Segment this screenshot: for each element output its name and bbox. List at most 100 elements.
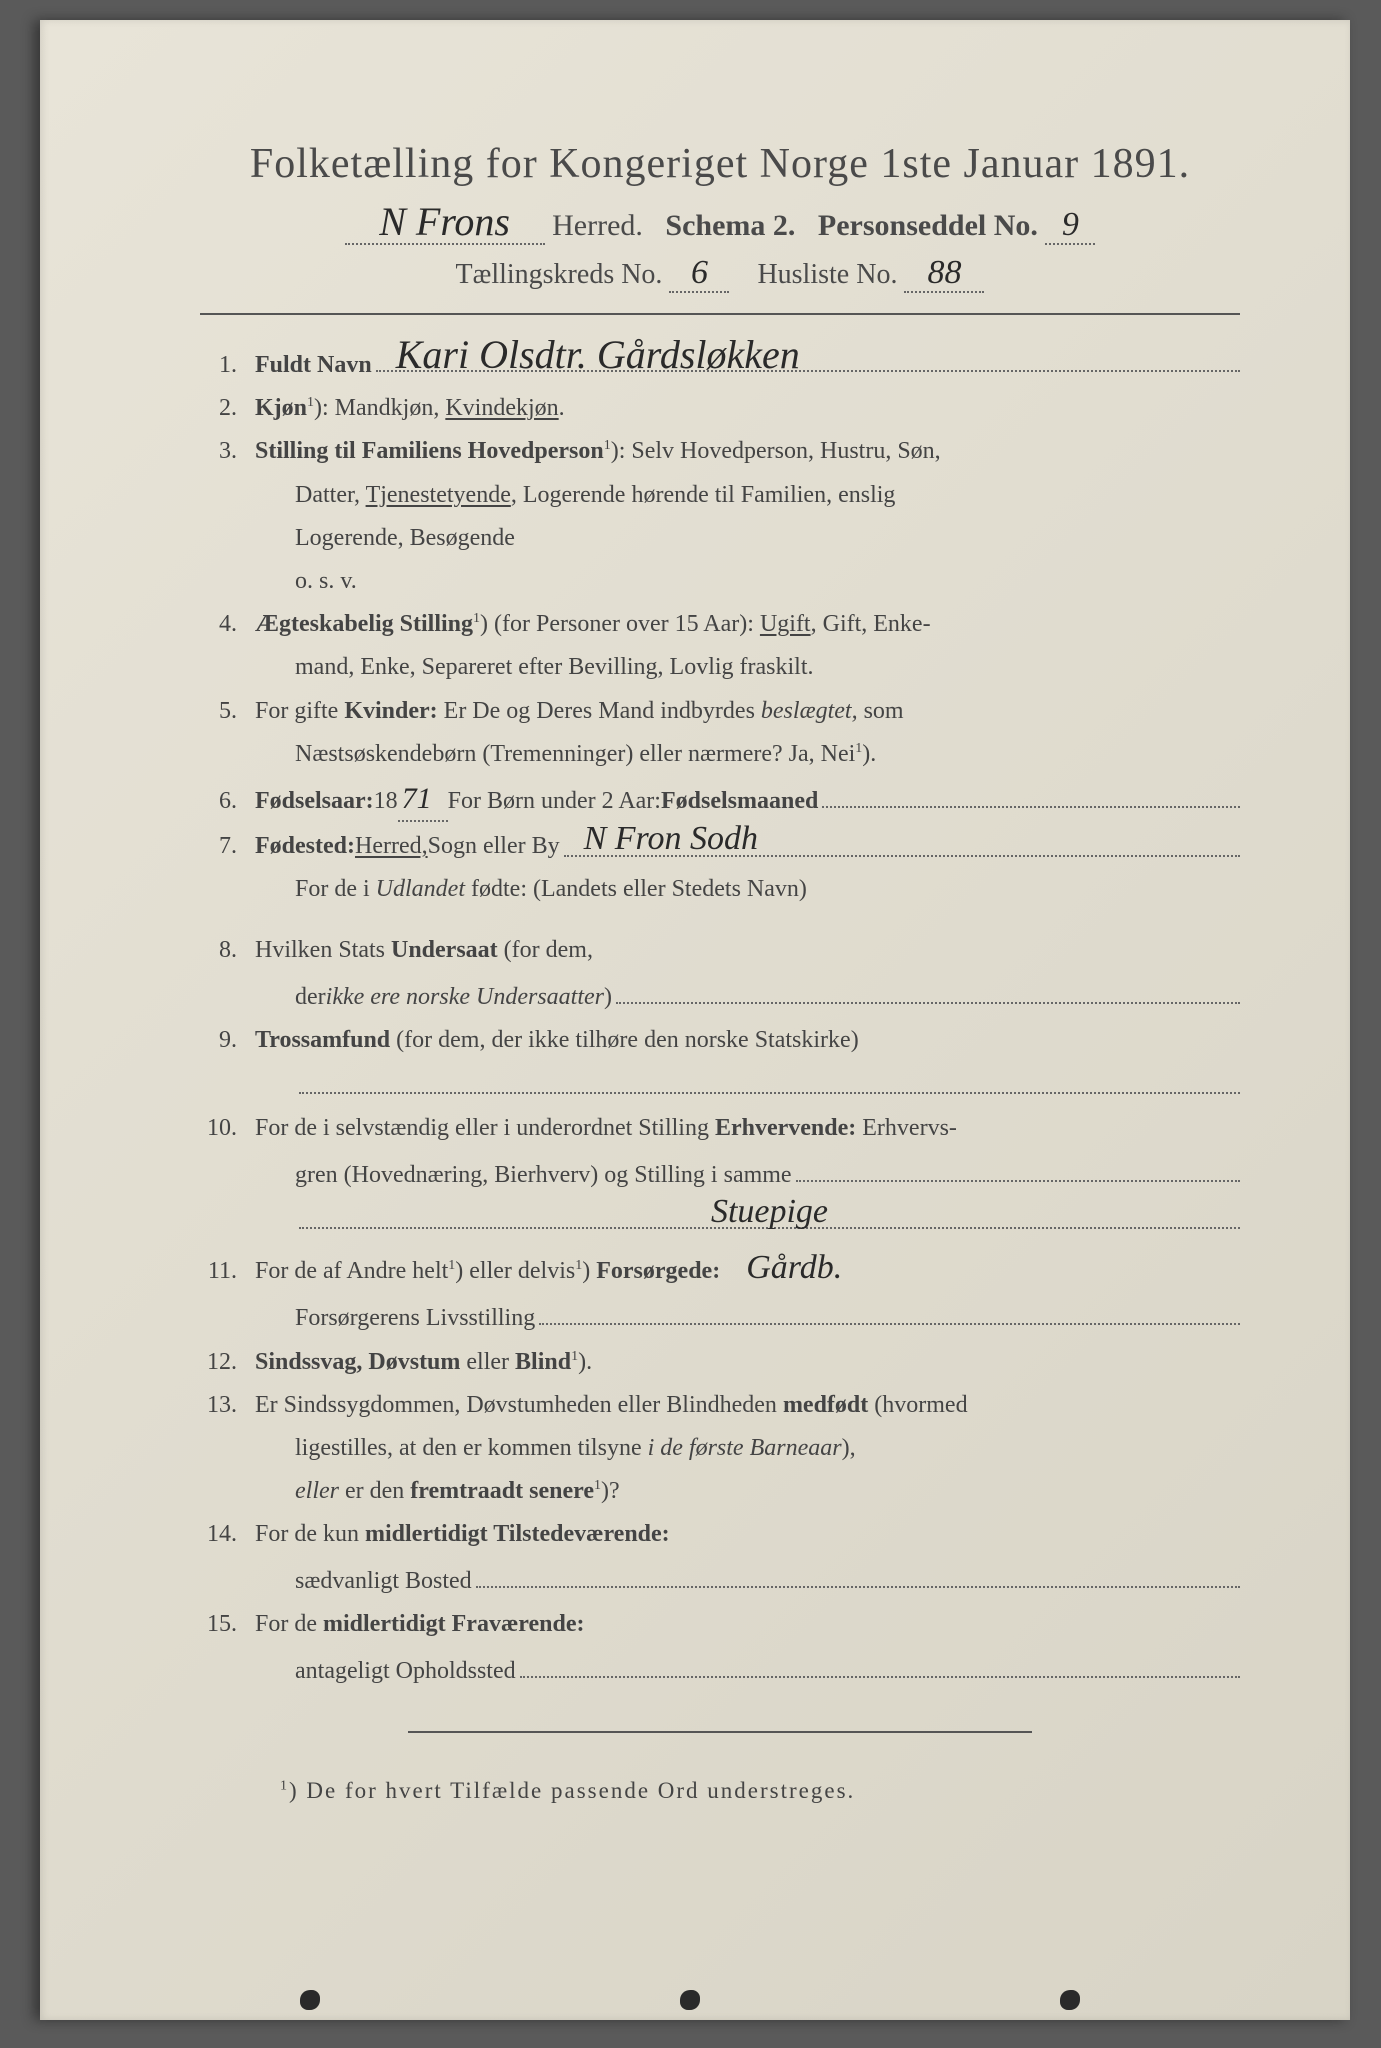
herred-value: N Frons <box>379 206 510 238</box>
q9-text1: (for dem, der ikke tilhøre den norske St… <box>390 1027 859 1053</box>
q13-num: 13. <box>200 1387 255 1424</box>
q13-line3-wrap: eller er den fremtraadt senere1)? <box>295 1473 1240 1510</box>
q11-line2: Forsørgerens Livsstilling <box>295 1300 535 1337</box>
document-page: Folketælling for Kongeriget Norge 1ste J… <box>40 20 1350 2020</box>
q6-text1: For Børn under 2 Aar: <box>448 783 661 820</box>
q11-num: 11. <box>200 1253 255 1290</box>
q3-label: Stilling til Familiens Hovedperson <box>255 438 604 464</box>
q13-line3-italic: eller <box>295 1478 339 1504</box>
q5-italic1: beslægtet, <box>761 698 858 724</box>
q5-bold1: Kvinder: <box>344 698 437 724</box>
q6-prefix: 18 <box>374 783 398 820</box>
q10-value: Stuepige <box>711 1198 828 1225</box>
q9-label: Trossamfund <box>255 1027 390 1053</box>
q13-line3b: )? <box>601 1478 620 1504</box>
q4-num: 4. <box>200 606 255 643</box>
q6-num: 6. <box>200 783 255 820</box>
q4-underlined: Ugift <box>760 611 811 637</box>
q2-text2: . <box>559 395 565 421</box>
q3-sup: 1 <box>604 438 611 453</box>
q6-year: 71 <box>402 787 432 811</box>
q10-num: 10. <box>200 1110 255 1147</box>
q14-line2: sædvanligt Bosted <box>295 1563 472 1600</box>
q13-line2a: ligestilles, at den er kommen tilsyne <box>295 1435 648 1461</box>
q8-line2-italic: ikke ere norske Undersaatter <box>326 979 604 1016</box>
q5-line2: Næstsøskendebørn (Tremenninger) eller næ… <box>295 741 855 767</box>
q1-value: Kari Olsdtr. Gårdsløkken <box>396 339 800 371</box>
q11-row: 11. For de af Andre helt1) eller delvis1… <box>200 1253 1240 1290</box>
divider <box>200 313 1240 315</box>
q10-text2: Erhvervs- <box>856 1115 957 1141</box>
q3-line4: o. s. v. <box>295 563 1240 600</box>
q2-sup: 1 <box>307 395 314 410</box>
q8-line2a: der <box>295 979 326 1016</box>
q2-label: Kjøn <box>255 395 307 421</box>
q13-line3a: er den <box>339 1478 410 1504</box>
q9-line2 <box>295 1066 1240 1095</box>
q4-sup: 1 <box>473 611 480 626</box>
q4-text2: , Gift, Enke- <box>811 611 931 637</box>
q8-bold1: Undersaat <box>391 937 498 963</box>
person-label: Personseddel No. <box>818 209 1038 242</box>
q13-line3-bold: fremtraadt senere <box>410 1478 594 1504</box>
q7-line2-wrap: For de i Udlandet fødte: (Landets eller … <box>295 871 1240 908</box>
q3-line2a: Datter, <box>295 482 366 508</box>
header-line3: Tællingskreds No. 6 Husliste No. 88 <box>200 259 1240 293</box>
q15-num: 15. <box>200 1606 255 1643</box>
q8-row: 8. Hvilken Stats Undersaat (for dem, <box>200 932 1240 969</box>
q7-line2a: For de i <box>295 876 376 902</box>
q1-label: Fuldt Navn <box>255 347 372 384</box>
q15-line2: antageligt Opholdssted <box>295 1653 516 1690</box>
kreds-label: Tællingskreds No. <box>456 259 663 290</box>
q13-text1: Er Sindssygdommen, Døvstumheden eller Bl… <box>255 1392 783 1418</box>
q3-line2: Datter, Tjenestetyende, Logerende hørend… <box>295 477 1240 514</box>
kreds-no: 6 <box>691 259 708 286</box>
q7-underlined: Herred, <box>355 828 428 865</box>
q7-row: 7. Fødested: Herred, Sogn eller By N Fro… <box>200 828 1240 865</box>
q2-underlined: Kvindekjøn <box>445 395 558 421</box>
q13-line2-wrap: ligestilles, at den er kommen tilsyne i … <box>295 1430 1240 1467</box>
q7-label: Fødested: <box>255 828 355 865</box>
q3-line2b: , Logerende hørende til Familien, enslig <box>511 482 896 508</box>
q8-text2: (for dem, <box>498 937 593 963</box>
q4-line2: mand, Enke, Separeret efter Bevilling, L… <box>295 649 1240 686</box>
tear-mark <box>300 1990 320 2010</box>
q8-line2-wrap: der ikke ere norske Undersaatter) <box>295 975 1240 1016</box>
q10-row: 10. For de i selvstændig eller i underor… <box>200 1110 1240 1147</box>
q15-row: 15. For de midlertidigt Fraværende: <box>200 1606 1240 1643</box>
q5-line2-wrap: Næstsøskendebørn (Tremenninger) eller næ… <box>295 736 1240 773</box>
q7-line2b: fødte: (Landets eller Stedets Navn) <box>465 876 807 902</box>
q4-text1: ) (for Personer over 15 Aar): <box>480 611 760 637</box>
q10-line2: gren (Hovednæring, Bierhverv) og Stillin… <box>295 1157 792 1194</box>
q12-text2: ). <box>578 1349 592 1375</box>
q11-text1: For de af Andre helt <box>255 1258 448 1284</box>
husliste-label: Husliste No. <box>757 259 897 290</box>
q10-bold1: Erhvervende: <box>715 1115 856 1141</box>
q15-text1: For de <box>255 1611 323 1637</box>
q3-line2-underlined: Tjenestetyende <box>366 482 511 508</box>
q6-row: 6. Fødselsaar: 1871 For Børn under 2 Aar… <box>200 779 1240 822</box>
q3-row: 3. Stilling til Familiens Hovedperson1):… <box>200 433 1240 470</box>
q11-value: Gårdb. <box>746 1254 842 1281</box>
q11-text2: ) eller delvis <box>455 1258 575 1284</box>
q12-text1: eller <box>460 1349 515 1375</box>
q11-bold1: Forsørgede: <box>596 1258 720 1284</box>
person-no: 9 <box>1062 211 1079 238</box>
header-line2: N Frons Herred. Schema 2. Personseddel N… <box>200 206 1240 245</box>
header-title: Folketælling for Kongeriget Norge 1ste J… <box>200 140 1240 188</box>
q4-label: Ægteskabelig Stilling <box>255 611 473 637</box>
q6-bold2: Fødselsmaaned <box>661 783 818 820</box>
q5-row: 5. For gifte Kvinder: Er De og Deres Man… <box>200 693 1240 730</box>
husliste-no: 88 <box>927 259 961 286</box>
q12-label: Sindssvag, Døvstum <box>255 1349 460 1375</box>
q14-bold1: midlertidigt Tilstedeværende: <box>365 1521 670 1547</box>
footnote-text: ) De for hvert Tilfælde passende Ord und… <box>289 1778 855 1803</box>
herred-label: Herred. <box>552 209 643 242</box>
tear-mark <box>680 1990 700 2010</box>
q14-row: 14. For de kun midlertidigt Tilstedevære… <box>200 1516 1240 1553</box>
footnote-sup: 1 <box>280 1778 289 1793</box>
q7-num: 7. <box>200 828 255 865</box>
q12-num: 12. <box>200 1344 255 1381</box>
q6-label: Fødselsaar: <box>255 783 374 820</box>
q11-text3: ) <box>582 1258 596 1284</box>
